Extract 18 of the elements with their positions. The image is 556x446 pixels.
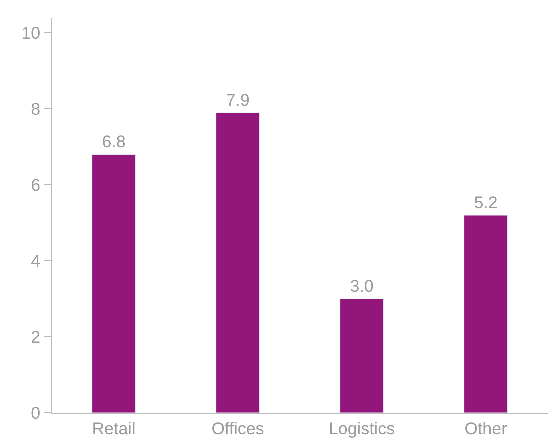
bar xyxy=(340,298,384,413)
bar xyxy=(464,215,508,413)
data-label: 3.0 xyxy=(350,277,374,296)
data-label: 5.2 xyxy=(474,194,498,212)
y-tick-label: 2 xyxy=(31,328,41,347)
x-tick-label: Offices xyxy=(212,419,264,438)
data-label: 6.8 xyxy=(102,132,126,152)
x-tick-label: Other xyxy=(464,419,508,438)
y-tick-label: 8 xyxy=(31,100,41,120)
bar xyxy=(216,112,260,413)
x-tick-label: Logistics xyxy=(328,419,396,438)
bar xyxy=(92,154,136,413)
y-tick-label: 0 xyxy=(31,404,41,423)
y-tick-label: 6 xyxy=(31,176,41,196)
data-label: 7.9 xyxy=(226,90,250,110)
x-tick-label: Retail xyxy=(92,419,136,438)
y-tick-label: 10 xyxy=(22,24,41,44)
y-tick-label: 4 xyxy=(31,252,41,272)
